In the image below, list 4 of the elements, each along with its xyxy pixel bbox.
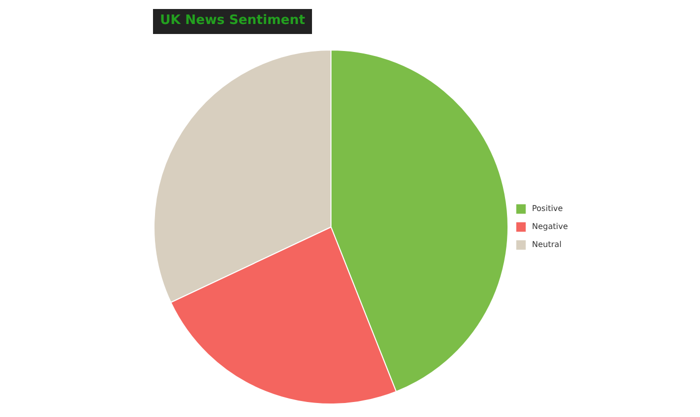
legend-label: Positive [532,204,563,213]
chart-title: UK News Sentiment [153,9,312,34]
legend-label: Negative [532,222,568,231]
legend-label: Neutral [532,240,562,249]
